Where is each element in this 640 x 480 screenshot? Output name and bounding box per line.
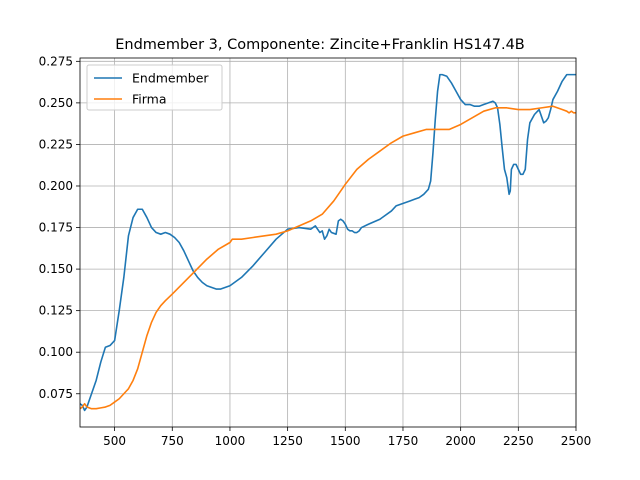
x-tick-label: 1750 (388, 434, 419, 448)
y-tick-label: 0.175 (39, 221, 73, 235)
axes: 500 750 1000 1250 1500 1750 2000 2250 2500 0.075 0… (39, 54, 592, 448)
y-tick-label: 0.150 (39, 262, 73, 276)
y-tick-label: 0.225 (39, 137, 73, 151)
y-tick-label: 0.200 (39, 179, 73, 193)
x-tick-label: 1000 (215, 434, 246, 448)
legend: Endmember Firma (86, 64, 223, 111)
legend-label-firma: Firma (132, 92, 167, 107)
y-tick-label: 0.075 (39, 387, 73, 401)
x-tick-label: 2500 (561, 434, 592, 448)
x-tick-label: 1250 (272, 434, 303, 448)
y-tick-label: 0.125 (39, 304, 73, 318)
legend-label-endmember: Endmember (132, 71, 209, 86)
x-tick-label: 2000 (445, 434, 476, 448)
chart-title: Endmember 3, Componente: Zincite+Frankli… (115, 37, 525, 53)
y-tick-label: 0.250 (39, 96, 73, 110)
y-tick-label: 0.100 (39, 345, 73, 359)
x-tick-label: 500 (103, 434, 126, 448)
series-lines (80, 73, 576, 412)
plot-frame (79, 57, 577, 428)
series-line-firma (80, 105, 576, 410)
x-tick-label: 750 (161, 434, 184, 448)
series-line-endmember (80, 73, 576, 412)
x-tick-label: 2250 (503, 434, 534, 448)
y-tick-label: 0.275 (39, 54, 73, 68)
x-tick-label: 1500 (330, 434, 361, 448)
